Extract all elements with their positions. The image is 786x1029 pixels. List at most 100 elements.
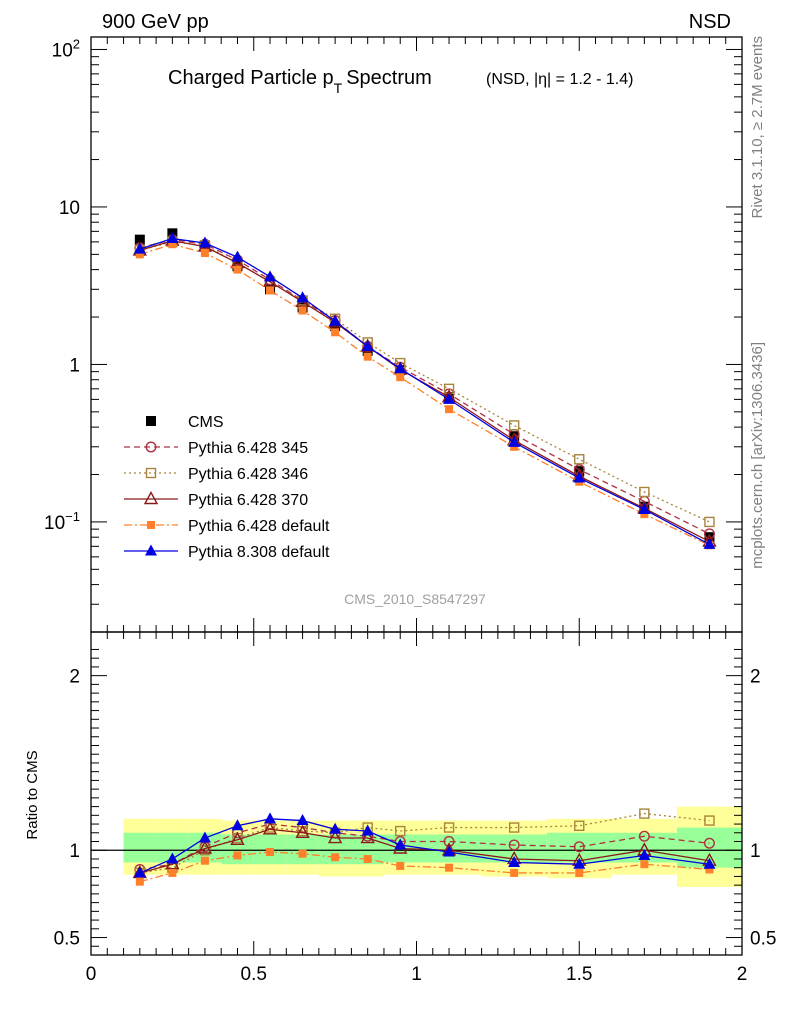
legend: CMS Pythia 6.428 345 Pythia 6.428 346 Pythi… — [124, 414, 330, 561]
ratio-y-tick-label-right: 2 — [750, 667, 761, 688]
ratio-point-pythia-6-428-default — [168, 868, 177, 877]
title-subtitle: (NSD, |η| = 1.2 - 1.4) — [486, 71, 633, 88]
ratio-point-pythia-6-428-346 — [704, 815, 715, 826]
analysis-id: CMS_2010_S8547297 — [344, 591, 486, 607]
ratio-point-pythia-6-428-370 — [295, 824, 310, 838]
point-pythia-8-308-default — [573, 471, 586, 483]
title-word: Spectrum — [346, 67, 432, 89]
source-label: mcplots.cern.ch [arXiv:1306.3436] — [749, 342, 766, 569]
ratio-frame — [90, 631, 743, 956]
ratio-point-pythia-6-428-370 — [230, 831, 245, 845]
ratio-panel-axes: 0 0.5 1 1.5 20.5 0.51 12 2 — [54, 631, 776, 985]
ratio-y-tick-label-right: 0.5 — [750, 929, 776, 950]
ratio-point-pythia-8-308-default — [703, 857, 716, 869]
legend-marker-pythia-8-308-default — [145, 544, 157, 556]
main-panel-series — [132, 228, 717, 550]
ratio-line-pythia-8-308-default — [139, 818, 710, 874]
point-pythia-6-428-default — [363, 352, 372, 361]
ratio-point-pythia-6-428-370 — [360, 830, 375, 844]
ratio-point-pythia-8-308-default — [508, 855, 521, 867]
ratio-point-pythia-6-428-346 — [574, 820, 585, 831]
ratio-band-inner — [123, 832, 157, 863]
ratio-point-pythia-8-308-default — [329, 822, 342, 834]
point-pythia-6-428-default — [266, 286, 275, 295]
ratio-point-pythia-6-428-345 — [508, 839, 520, 851]
ratio-point-pythia-6-428-370 — [327, 830, 343, 844]
ratio-point-pythia-8-308-default — [231, 819, 244, 831]
ratio-point-pythia-6-428-default — [233, 851, 242, 860]
point-pythia-8-308-default — [394, 362, 407, 374]
legend-label-pythia-6-428-default: Pythia 6.428 default — [188, 518, 330, 535]
x-tick-label: 0 — [86, 964, 97, 985]
ratio-y-tick-label: 2 — [69, 667, 80, 688]
point-pythia-8-308-default — [264, 270, 277, 282]
point-cms — [704, 532, 715, 543]
ratio-point-pythia-6-428-default — [705, 865, 714, 874]
legend-marker-pythia-6-428-345 — [145, 441, 157, 453]
ratio-point-pythia-6-428-default — [445, 863, 454, 872]
y-tick-label: 10 — [59, 198, 80, 219]
ratio-point-pythia-6-428-345 — [573, 841, 585, 853]
legend-marker-pythia-6-428-346 — [145, 467, 157, 479]
legend-label-pythia-6-428-345: Pythia 6.428 345 — [188, 440, 308, 457]
ratio-point-pythia-6-428-370 — [262, 821, 278, 835]
ratio-point-pythia-8-308-default — [443, 845, 456, 857]
ratio-point-pythia-8-308-default — [133, 866, 146, 878]
ratio-line-pythia-6-428-345 — [139, 823, 710, 871]
point-pythia-6-428-default — [168, 240, 177, 249]
ratio-panel-series — [132, 808, 717, 886]
ratio-point-pythia-8-308-default — [166, 852, 179, 864]
ratio-point-pythia-6-428-default — [135, 877, 144, 886]
ratio-point-pythia-6-428-default — [396, 861, 405, 870]
ratio-point-pythia-6-428-default — [363, 854, 372, 863]
point-pythia-8-308-default — [231, 250, 244, 262]
ratio-point-pythia-8-308-default — [361, 824, 374, 836]
point-pythia-6-428-default — [200, 249, 209, 258]
point-pythia-6-428-346 — [574, 454, 585, 465]
y-tick-label: 102 — [52, 36, 80, 61]
ratio-point-pythia-6-428-default — [298, 849, 307, 858]
point-pythia-8-308-default — [198, 236, 211, 248]
point-pythia-8-308-default — [329, 314, 342, 326]
legend-label-pythia-6-428-370: Pythia 6.428 370 — [188, 492, 308, 509]
ratio-y-tick-label: 1 — [69, 841, 80, 862]
ratio-line-pythia-6-428-default — [139, 851, 710, 883]
x-tick-label: 1.5 — [566, 964, 592, 985]
ratio-point-pythia-6-428-default — [575, 868, 584, 877]
ratio-point-pythia-6-428-370 — [197, 840, 213, 854]
ratio-point-pythia-6-428-346 — [443, 822, 455, 833]
legend-label-pythia-8-308-default: Pythia 8.308 default — [188, 544, 330, 561]
ratio-point-pythia-6-428-346 — [508, 822, 520, 833]
series-line-pythia-8-308-default — [139, 237, 710, 545]
point-pythia-8-308-default — [361, 339, 374, 351]
point-pythia-6-428-default — [135, 250, 144, 259]
ratio-point-pythia-6-428-345 — [638, 830, 650, 842]
ratio-ylabel: Ratio to CMS — [24, 750, 41, 839]
point-pythia-6-428-default — [640, 510, 649, 519]
legend-marker-pythia-6-428-default — [147, 521, 155, 529]
legend-label-pythia-6-428-346: Pythia 6.428 346 — [188, 466, 308, 483]
point-pythia-6-428-default — [445, 405, 454, 414]
title-main: Charged Particle p — [168, 67, 334, 89]
ratio-point-pythia-6-428-default — [510, 868, 519, 877]
ratio-point-pythia-6-428-default — [200, 856, 209, 865]
ratio-line-pythia-6-428-370 — [139, 828, 710, 874]
y-tick-label: 10−1 — [44, 509, 80, 534]
point-pythia-8-308-default — [166, 232, 179, 244]
legend-marker-pythia-6-428-370 — [143, 491, 159, 505]
ratio-point-pythia-6-428-346 — [395, 825, 406, 837]
ratio-y-tick-label-right: 1 — [750, 841, 761, 862]
point-pythia-6-428-346 — [704, 516, 715, 528]
series-line-pythia-6-428-default — [139, 243, 710, 546]
point-pythia-8-308-default — [133, 242, 146, 254]
chart-title: Charged Particle pT Spectrum (NSD, |η| = … — [168, 67, 633, 96]
ratio-band-inner — [286, 834, 319, 865]
point-pythia-6-428-default — [233, 265, 242, 274]
ratio-point-pythia-6-428-default — [640, 860, 649, 869]
point-cms — [134, 234, 145, 245]
energy-label: 900 GeV pp — [102, 11, 209, 33]
x-tick-label: 0.5 — [241, 964, 267, 985]
ratio-point-pythia-8-308-default — [638, 848, 651, 860]
x-tick-label: 2 — [737, 964, 748, 985]
main-frame — [90, 36, 743, 633]
